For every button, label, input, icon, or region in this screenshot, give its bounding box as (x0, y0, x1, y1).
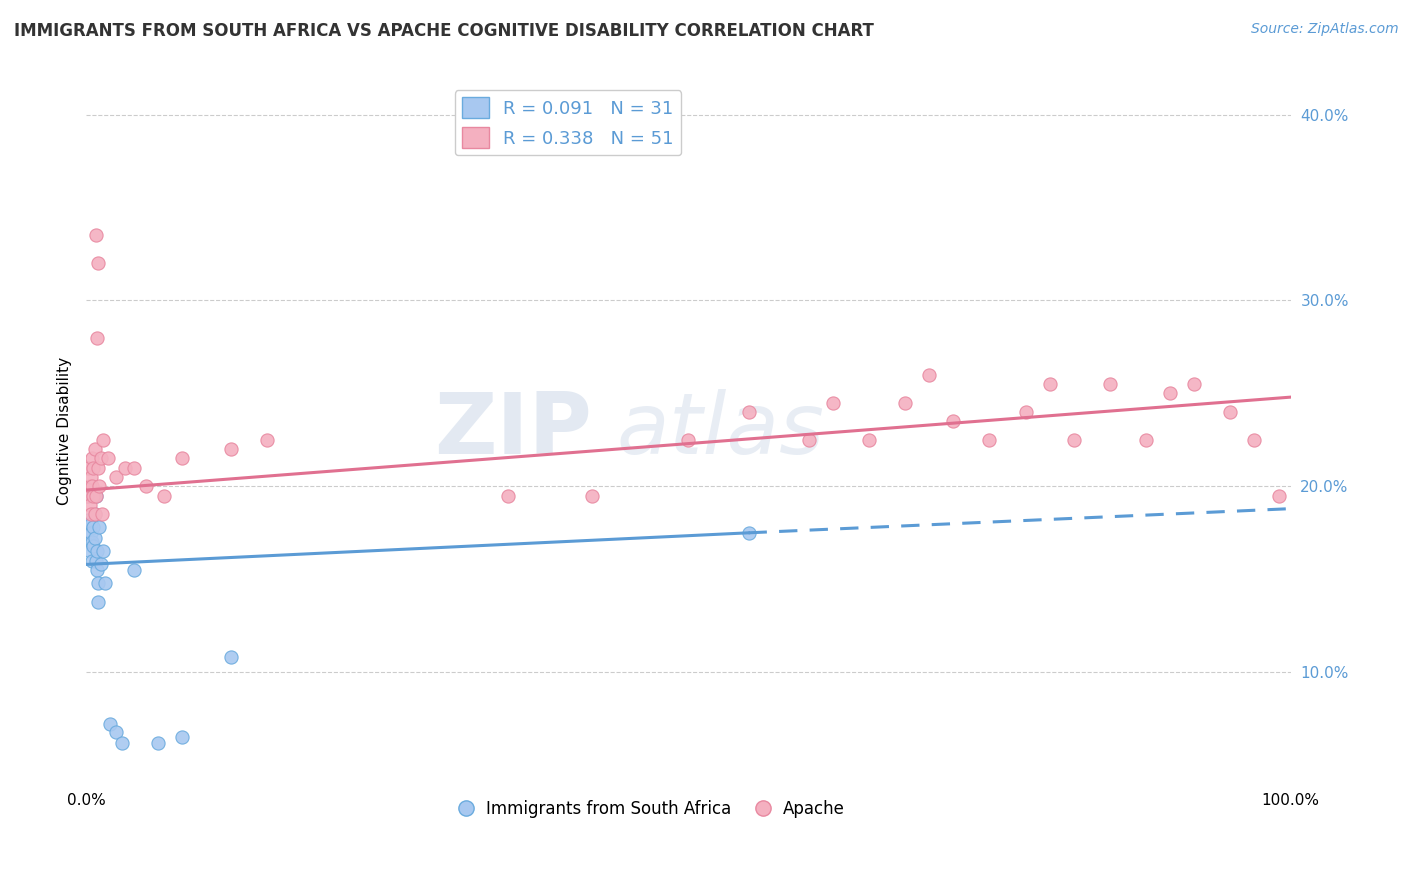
Text: atlas: atlas (616, 389, 824, 472)
Point (1182, 377, 1205, 392)
Point (77, 489, 100, 503)
Point (979, 433, 1001, 447)
Point (135, 479, 157, 493)
Point (1039, 377, 1062, 392)
Y-axis label: Cognitive Disability: Cognitive Disability (58, 357, 72, 505)
Point (80, 516, 103, 531)
Point (90, 507, 112, 521)
Point (79, 479, 101, 493)
Point (80, 451, 103, 466)
Point (496, 489, 519, 503)
Point (80, 479, 103, 493)
Point (89, 451, 111, 466)
Point (83, 442, 105, 457)
Point (105, 470, 128, 484)
Point (1063, 433, 1085, 447)
Point (83, 507, 105, 521)
Point (80, 507, 103, 521)
Point (797, 433, 820, 447)
Point (77, 513, 100, 527)
Point (86, 563, 108, 577)
Point (256, 433, 278, 447)
Point (97, 451, 120, 466)
Point (91, 544, 114, 558)
Point (821, 395, 844, 409)
Text: ZIP: ZIP (434, 389, 592, 472)
Point (89, 558, 111, 572)
Point (82, 520, 104, 534)
Legend: Immigrants from South Africa, Apache: Immigrants from South Africa, Apache (453, 794, 852, 825)
Point (84, 554, 107, 568)
Point (581, 489, 603, 503)
Point (79, 544, 101, 558)
Point (94, 576, 117, 591)
Point (87, 256, 110, 270)
Point (737, 525, 759, 540)
Point (122, 563, 145, 577)
Point (1267, 489, 1289, 503)
Point (79, 498, 101, 512)
Point (84, 228, 107, 243)
Point (84, 489, 107, 503)
Point (80, 554, 103, 568)
Point (91, 433, 114, 447)
Point (219, 650, 242, 665)
Point (894, 395, 917, 409)
Point (86, 331, 108, 345)
Point (1098, 377, 1121, 392)
Point (84, 489, 107, 503)
Point (98, 717, 121, 731)
Point (1135, 433, 1157, 447)
Point (122, 460, 145, 475)
Point (76, 489, 98, 503)
Point (80, 535, 103, 549)
Point (80, 470, 103, 484)
Point (737, 405, 759, 419)
Point (111, 736, 134, 750)
Point (153, 489, 176, 503)
Point (858, 433, 880, 447)
Point (83, 507, 105, 521)
Point (87, 576, 110, 591)
Point (942, 414, 965, 428)
Point (82, 539, 104, 553)
Point (89, 520, 111, 534)
Point (1159, 386, 1181, 401)
Point (87, 594, 110, 608)
Point (82, 489, 104, 503)
Point (172, 451, 194, 466)
Point (83, 532, 105, 546)
Point (1014, 405, 1036, 419)
Text: IMMIGRANTS FROM SOUTH AFRICA VS APACHE COGNITIVE DISABILITY CORRELATION CHART: IMMIGRANTS FROM SOUTH AFRICA VS APACHE C… (14, 22, 875, 40)
Point (86, 544, 108, 558)
Point (80, 525, 103, 540)
Point (1219, 405, 1241, 419)
Point (105, 724, 128, 739)
Point (918, 368, 941, 382)
Point (79, 535, 101, 549)
Point (87, 460, 110, 475)
Point (219, 442, 242, 457)
Point (1243, 433, 1265, 447)
Point (76, 525, 98, 540)
Point (89, 479, 111, 493)
Point (77, 460, 100, 475)
Point (172, 731, 194, 745)
Point (678, 433, 700, 447)
Point (82, 460, 104, 475)
Text: Source: ZipAtlas.com: Source: ZipAtlas.com (1251, 22, 1399, 37)
Point (114, 460, 136, 475)
Point (148, 736, 170, 750)
